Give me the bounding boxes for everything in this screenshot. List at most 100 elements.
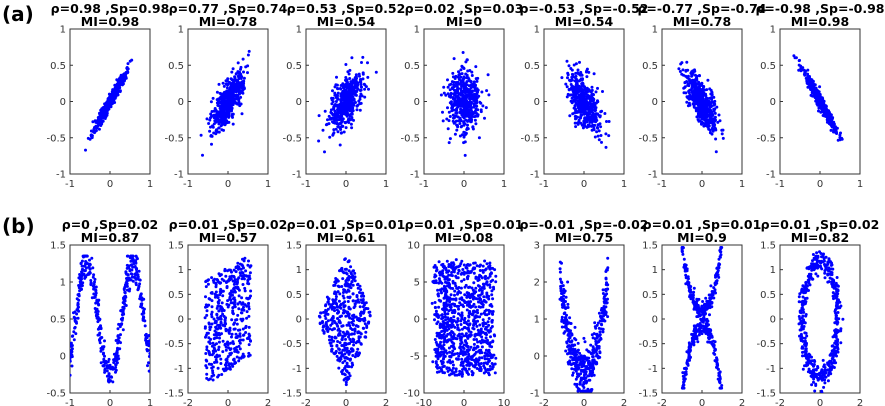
scatter-point xyxy=(114,92,118,96)
scatter-point xyxy=(460,104,464,108)
scatter-point xyxy=(703,112,707,116)
scatter-point xyxy=(456,75,460,79)
x-tick-label: 1 xyxy=(857,179,863,190)
scatter-point xyxy=(241,352,245,356)
scatter-point xyxy=(119,323,122,326)
scatter-point xyxy=(134,273,138,277)
scatter-point xyxy=(236,287,240,290)
scatter-point xyxy=(204,364,208,368)
scatter-point xyxy=(76,301,80,305)
y-tick-label: -0.5 xyxy=(756,133,776,144)
scatter-point xyxy=(464,72,468,76)
scatter-point xyxy=(360,301,364,305)
y-tick-label: -1 xyxy=(410,170,420,181)
scatter-point xyxy=(208,353,212,357)
scatter-point xyxy=(349,96,353,100)
scatter-point xyxy=(204,285,208,289)
scatter-point xyxy=(690,73,694,77)
panel-title-line1: ρ=0 ,Sp=0.02 xyxy=(62,217,158,232)
scatter-point xyxy=(712,122,716,125)
scatter-point xyxy=(220,290,223,294)
scatter-point xyxy=(453,100,457,103)
scatter-point xyxy=(585,116,589,120)
scatter-point xyxy=(235,355,239,359)
scatter-point xyxy=(236,264,240,268)
scatter-point xyxy=(364,335,368,339)
scatter-point xyxy=(588,120,592,124)
scatter-point xyxy=(147,340,150,343)
scatter-point xyxy=(249,289,253,293)
scatter-point xyxy=(329,344,333,348)
scatter-point xyxy=(235,93,239,97)
scatter-point xyxy=(711,129,715,133)
scatter-point xyxy=(585,103,589,107)
scatter-point xyxy=(711,124,715,128)
y-tick-label: 0.5 xyxy=(50,61,66,72)
scatter-point xyxy=(364,85,368,89)
scatter-point xyxy=(342,372,346,376)
scatter-point xyxy=(116,334,120,338)
scatter-point xyxy=(366,307,370,311)
scatter-point xyxy=(216,366,220,370)
scatter-point xyxy=(90,296,94,300)
scatter-point xyxy=(818,99,822,103)
scatter-point xyxy=(334,295,338,299)
scatter-point xyxy=(449,82,453,86)
scatter-point xyxy=(351,337,355,341)
scatter-point xyxy=(119,73,123,77)
scatter-point xyxy=(138,278,142,282)
scatter-point xyxy=(580,73,584,77)
scatter-point xyxy=(231,115,234,119)
scatter-point xyxy=(220,98,224,102)
scatter-point xyxy=(457,119,461,123)
scatter-point xyxy=(446,106,449,110)
scatter-point xyxy=(475,96,479,100)
scatter-point xyxy=(99,361,103,365)
scatter-point xyxy=(340,338,344,342)
scatter-point xyxy=(348,104,352,108)
scatter-point xyxy=(349,347,353,351)
scatter-point xyxy=(818,85,822,89)
scatter-point xyxy=(232,342,235,346)
scatter-point xyxy=(221,121,225,125)
scatter-point xyxy=(318,321,322,325)
scatter-point xyxy=(447,119,451,123)
scatter-point xyxy=(138,297,142,301)
scatter-point xyxy=(243,289,247,293)
scatter-point xyxy=(206,282,210,286)
scatter-point xyxy=(131,279,135,283)
scatter-point xyxy=(216,101,220,105)
scatter-point xyxy=(472,80,476,84)
scatter-point xyxy=(353,86,357,90)
scatter-point xyxy=(453,93,456,97)
scatter-point xyxy=(344,337,347,341)
scatter-point xyxy=(355,294,359,297)
scatter-point xyxy=(345,97,349,101)
scatter-point xyxy=(467,84,471,88)
scatter-point xyxy=(834,130,838,134)
scatter-point xyxy=(439,93,443,97)
scatter-point xyxy=(338,333,342,337)
scatter-point xyxy=(228,326,232,330)
scatter-point xyxy=(343,359,347,363)
scatter-point xyxy=(219,357,223,361)
y-tick-label: -1 xyxy=(174,364,184,375)
scatter-point xyxy=(145,348,149,351)
scatter-point xyxy=(211,378,215,382)
scatter-point xyxy=(73,320,77,323)
scatter-point xyxy=(249,339,252,343)
scatter-point xyxy=(573,121,577,125)
scatter-point xyxy=(111,367,115,371)
scatter-point xyxy=(794,56,798,60)
scatter-point xyxy=(800,68,804,72)
scatter-point xyxy=(132,265,136,269)
scatter-point xyxy=(137,284,141,288)
scatter-point xyxy=(114,368,118,372)
scatter-point xyxy=(720,128,724,132)
scatter-point xyxy=(116,88,120,92)
scatter-point xyxy=(240,112,244,116)
scatter-point xyxy=(347,72,351,76)
scatter-point xyxy=(72,311,75,315)
scatter-point xyxy=(114,363,118,367)
scatter-point xyxy=(450,80,454,84)
